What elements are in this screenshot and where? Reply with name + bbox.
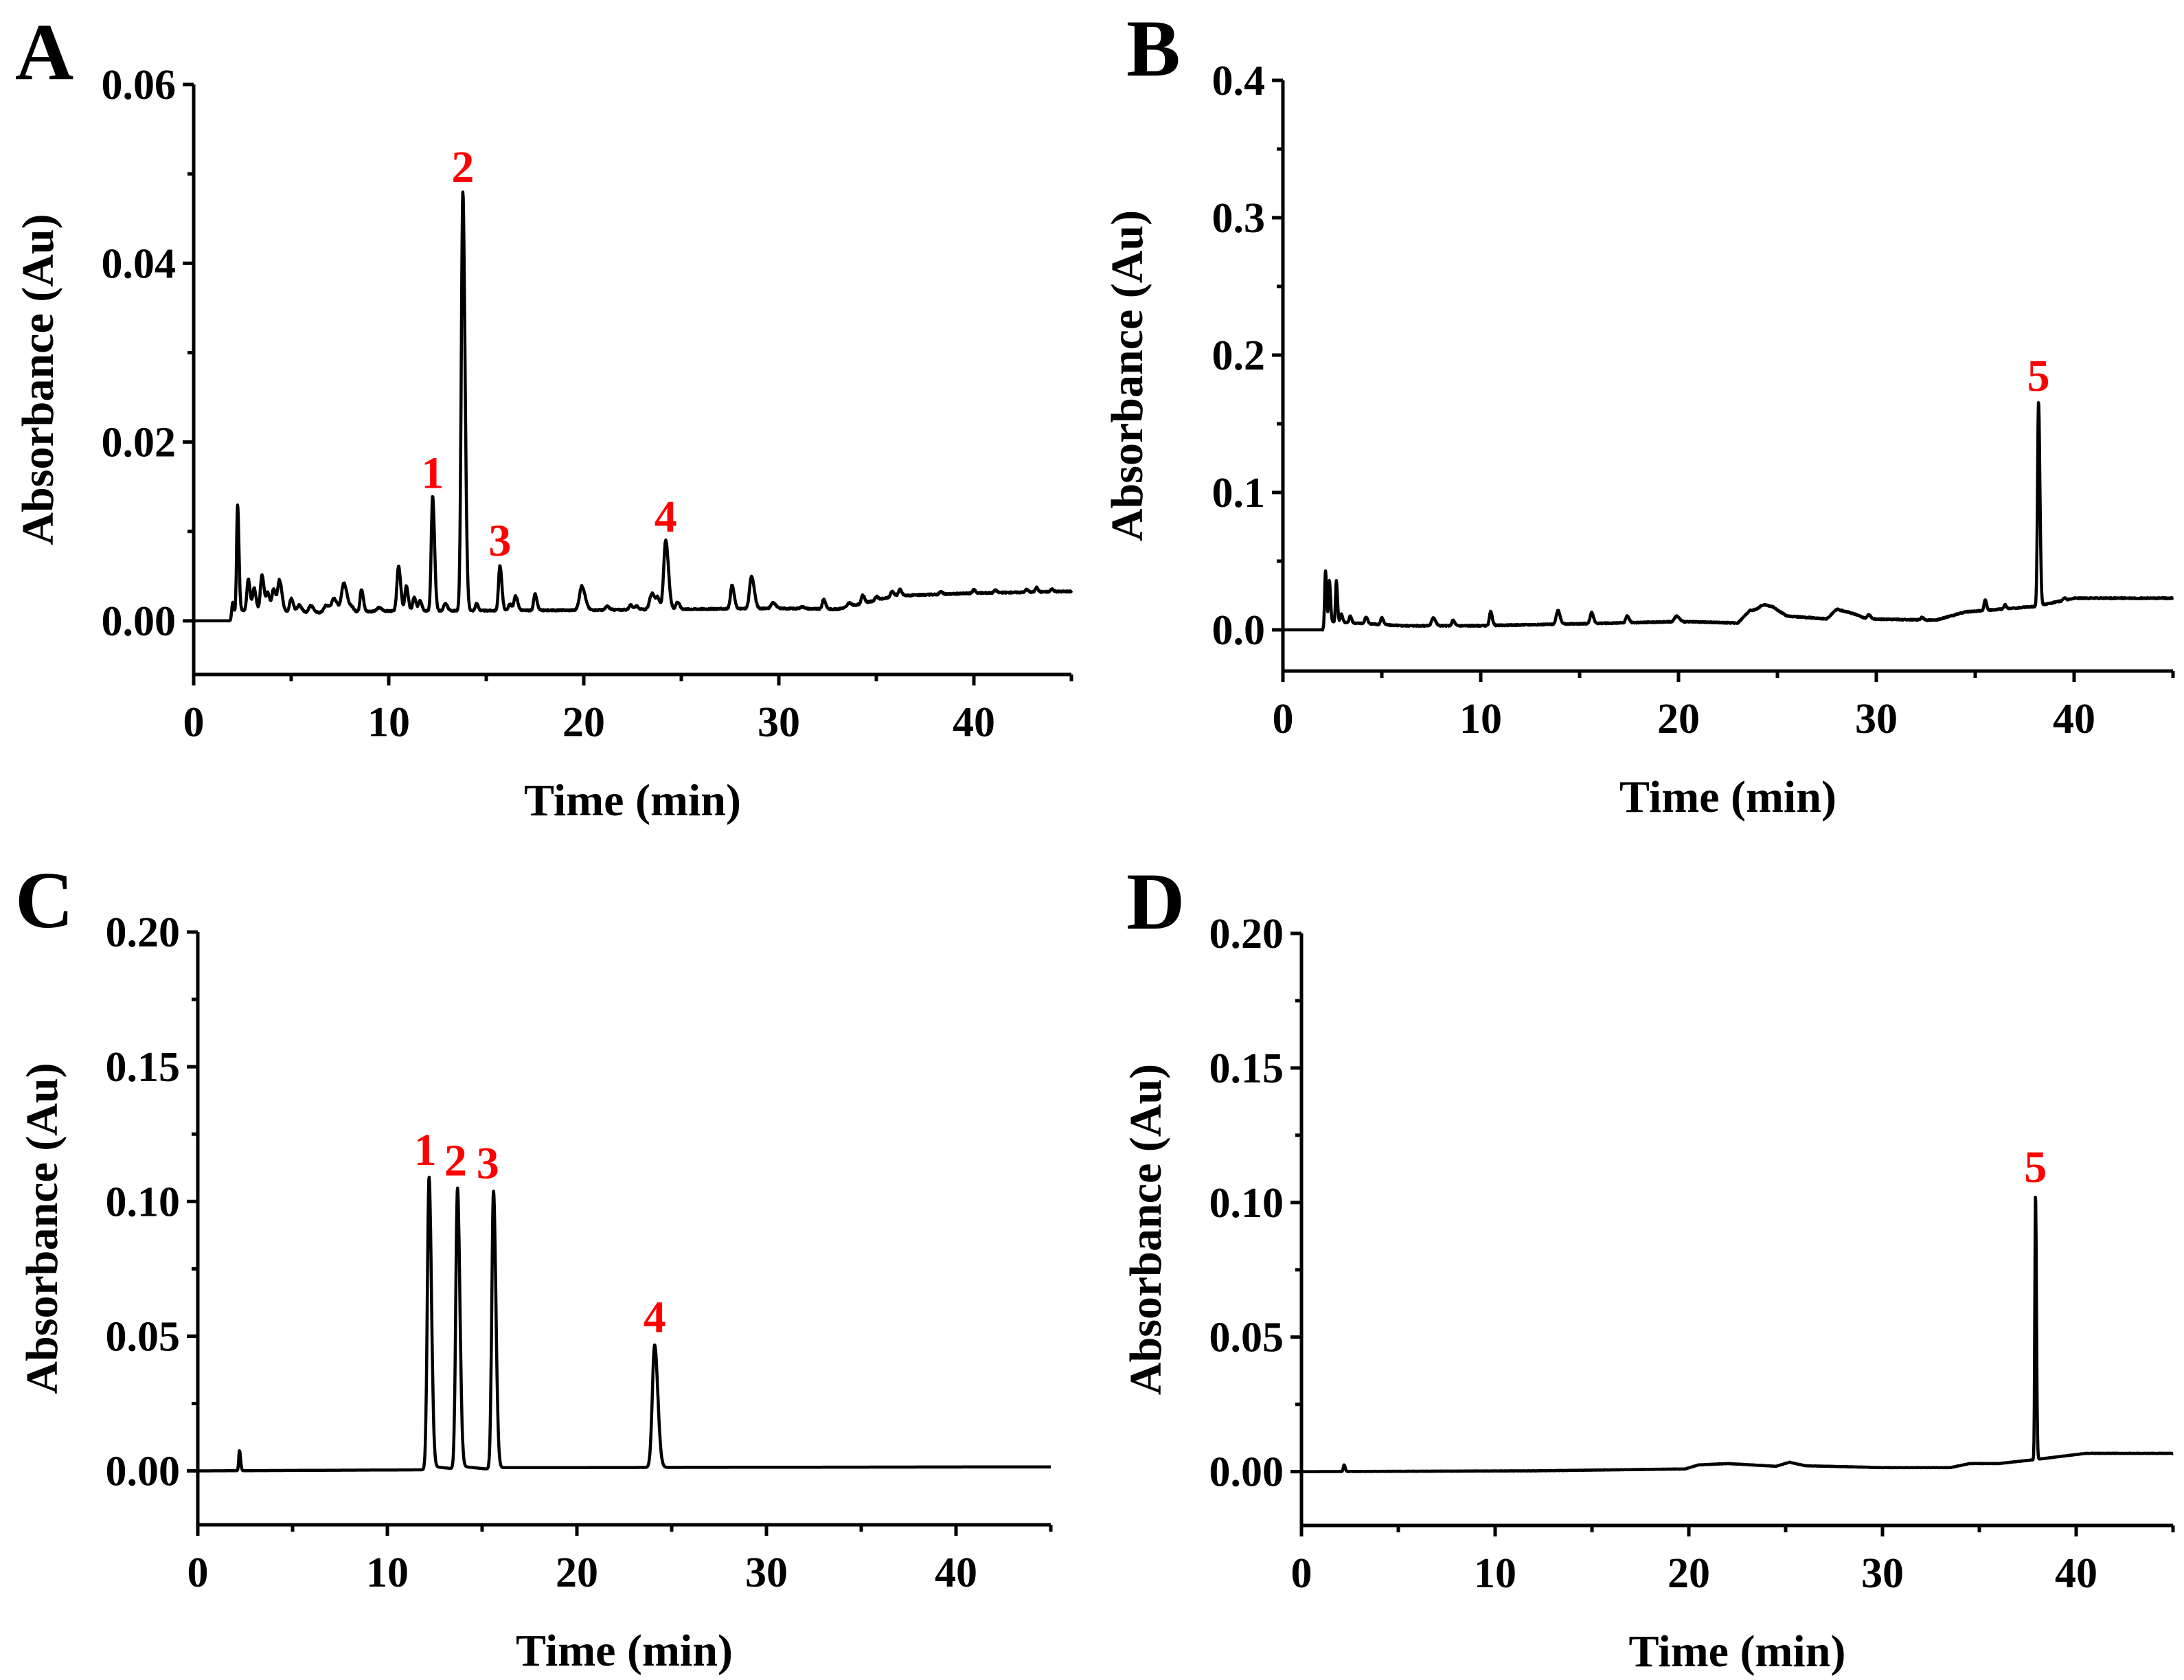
y-axis-title: Absorbance (Au) bbox=[17, 1063, 67, 1394]
x-tick-label: 20 bbox=[556, 1550, 598, 1596]
x-tick-label: 0 bbox=[1291, 1550, 1312, 1597]
peak-label-3: 3 bbox=[477, 1139, 499, 1189]
y-tick-label: 0.2 bbox=[1212, 332, 1266, 379]
y-tick-label: 0.20 bbox=[1209, 911, 1284, 957]
y-tick-label: 0.15 bbox=[106, 1044, 181, 1091]
y-tick-label: 0.00 bbox=[102, 598, 177, 645]
x-tick-label: 20 bbox=[1657, 696, 1700, 742]
y-tick-label: 0.05 bbox=[106, 1313, 181, 1360]
y-tick-label: 0.05 bbox=[1209, 1315, 1284, 1361]
x-tick-label: 10 bbox=[1459, 696, 1502, 742]
y-tick-label: 0.4 bbox=[1212, 58, 1266, 104]
peak-label-1: 1 bbox=[421, 448, 444, 498]
y-tick-label: 0.00 bbox=[106, 1449, 181, 1495]
x-tick-label: 30 bbox=[1855, 696, 1898, 742]
panel-letter: A bbox=[15, 7, 73, 97]
x-axis-title: Time (min) bbox=[516, 1626, 733, 1676]
y-tick-label: 0.10 bbox=[1209, 1180, 1284, 1227]
x-tick-label: 10 bbox=[366, 1550, 409, 1596]
chromatogram-trace bbox=[192, 190, 1073, 623]
y-tick-label: 0.00 bbox=[1209, 1449, 1284, 1496]
panel-d: D 0.00 0.05 0.10 0.15 0.20 0 10 20 30 40 Time (min)… bbox=[1121, 856, 2175, 1677]
y-axis-title: Absorbance (Au) bbox=[1102, 210, 1152, 541]
y-tick-label: 0.10 bbox=[106, 1179, 181, 1225]
peak-label-5: 5 bbox=[2024, 1142, 2047, 1192]
x-axis-title: Time (min) bbox=[1619, 772, 1836, 822]
y-tick-label: 0.04 bbox=[102, 240, 177, 287]
x-tick-label: 20 bbox=[562, 699, 605, 746]
x-tick-label: 40 bbox=[935, 1550, 977, 1596]
y-tick-label: 0.1 bbox=[1212, 470, 1266, 517]
x-tick-label: 10 bbox=[1474, 1550, 1516, 1597]
chromatogram-trace bbox=[1282, 400, 2174, 632]
x-tick-label: 30 bbox=[758, 699, 800, 746]
peak-label-4: 4 bbox=[644, 1292, 666, 1342]
x-axis-title: Time (min) bbox=[524, 775, 741, 826]
peak-label-5: 5 bbox=[2027, 351, 2050, 401]
panel-letter: D bbox=[1126, 856, 1185, 946]
x-tick-label: 0 bbox=[1273, 696, 1294, 742]
x-tick-label: 40 bbox=[2053, 696, 2095, 742]
panel-letter: B bbox=[1126, 3, 1181, 93]
y-axis-title: Absorbance (Au) bbox=[1121, 1064, 1171, 1395]
x-tick-label: 0 bbox=[183, 699, 205, 746]
x-tick-label: 20 bbox=[1668, 1550, 1710, 1597]
y-tick-label: 0.20 bbox=[106, 909, 181, 956]
x-tick-label: 30 bbox=[1861, 1550, 1904, 1597]
panel-c: C 0.00 0.05 0.10 0.15 0.20 0 10 20 30 40 Time (min)… bbox=[15, 855, 1053, 1676]
y-tick-label: 0.02 bbox=[102, 420, 177, 466]
chromatogram-trace bbox=[196, 1175, 1052, 1473]
x-tick-label: 40 bbox=[2055, 1550, 2097, 1597]
y-tick-label: 0.0 bbox=[1212, 607, 1266, 654]
y-axis-title: Absorbance (Au) bbox=[13, 214, 63, 545]
x-tick-label: 30 bbox=[745, 1550, 788, 1596]
x-tick-label: 40 bbox=[953, 699, 995, 746]
chromatogram-trace bbox=[1300, 1195, 2174, 1473]
x-axis-title: Time (min) bbox=[1629, 1626, 1846, 1677]
panel-b: B 0.0 0.1 0.2 0.3 0.4 0 10 20 30 40 Time (min) Absor… bbox=[1102, 3, 2175, 822]
x-tick-label: 10 bbox=[367, 699, 410, 746]
y-tick-label: 0.15 bbox=[1209, 1045, 1284, 1092]
y-tick-label: 0.3 bbox=[1212, 195, 1266, 242]
panel-letter: C bbox=[15, 855, 73, 945]
y-tick-label: 0.06 bbox=[102, 62, 177, 109]
x-tick-label: 0 bbox=[187, 1550, 209, 1596]
peak-label-2: 2 bbox=[451, 142, 474, 192]
peak-label-2: 2 bbox=[444, 1136, 467, 1186]
panel-a: A 0.00 0.02 0.04 0.06 0 10 20 30 40 Time (min) Abso… bbox=[13, 7, 1073, 826]
peak-label-4: 4 bbox=[655, 492, 677, 542]
peak-label-1: 1 bbox=[414, 1125, 437, 1175]
peak-label-3: 3 bbox=[488, 516, 511, 566]
